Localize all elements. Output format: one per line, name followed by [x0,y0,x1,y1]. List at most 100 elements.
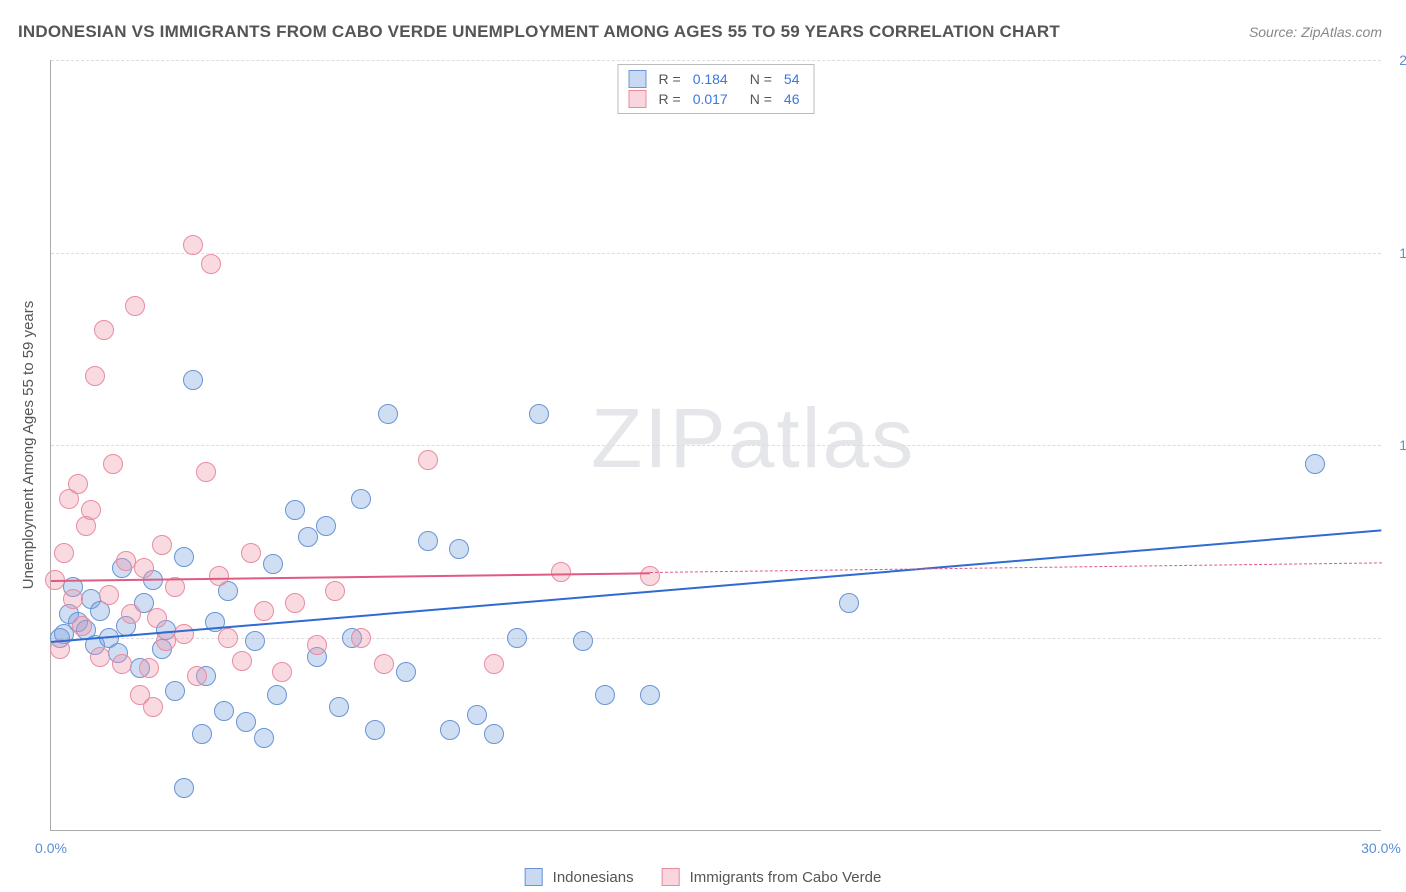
data-point [81,500,101,520]
y-tick-label: 15.0% [1399,245,1406,261]
data-point [174,547,194,567]
data-point [209,566,229,586]
legend-series-item: Indonesians [525,868,634,886]
data-point [183,370,203,390]
data-point [54,543,74,563]
legend-swatch [629,70,647,88]
data-point [418,531,438,551]
data-point [183,235,203,255]
legend-swatch [525,868,543,886]
data-point [147,608,167,628]
gridline-h [51,253,1381,254]
source-label: Source: ZipAtlas.com [1249,24,1382,40]
watermark-left: ZIP [591,391,728,485]
data-point [112,654,132,674]
data-point [152,535,172,555]
data-point [218,628,238,648]
data-point [214,701,234,721]
legend-swatch [629,90,647,108]
data-point [640,685,660,705]
data-point [467,705,487,725]
data-point [125,296,145,316]
x-tick-label: 0.0% [35,840,67,856]
data-point [139,658,159,678]
data-point [307,635,327,655]
data-point [94,320,114,340]
data-point [374,654,394,674]
x-tick-label: 30.0% [1361,840,1401,856]
data-point [449,539,469,559]
chart-container: INDONESIAN VS IMMIGRANTS FROM CABO VERDE… [0,0,1406,892]
legend-series-label: Immigrants from Cabo Verde [690,869,882,886]
r-value: 0.184 [693,71,728,87]
data-point [254,601,274,621]
data-point [484,654,504,674]
gridline-h [51,60,1381,61]
data-point [285,593,305,613]
data-point [272,662,292,682]
legend-series-item: Immigrants from Cabo Verde [662,868,882,886]
data-point [507,628,527,648]
data-point [839,593,859,613]
data-point [396,662,416,682]
data-point [365,720,385,740]
data-point [201,254,221,274]
data-point [174,624,194,644]
data-point [241,543,261,563]
legend-correlation-row: R = 0.184 N = 54 [629,69,804,89]
legend-swatch [662,868,680,886]
data-point [99,585,119,605]
data-point [254,728,274,748]
data-point [351,489,371,509]
data-point [640,566,660,586]
data-point [187,666,207,686]
data-point [595,685,615,705]
data-point [72,616,92,636]
n-value: 46 [784,91,800,107]
data-point [196,462,216,482]
data-point [134,558,154,578]
legend-series: Indonesians Immigrants from Cabo Verde [525,868,882,886]
y-tick-label: 20.0% [1399,52,1406,68]
data-point [245,631,265,651]
legend-correlation: R = 0.184 N = 54 R = 0.017 N = 46 [618,64,815,114]
data-point [551,562,571,582]
data-point [192,724,212,744]
data-point [103,454,123,474]
data-point [418,450,438,470]
data-point [165,681,185,701]
data-point [90,647,110,667]
data-point [378,404,398,424]
data-point [236,712,256,732]
plot-area: ZIPatlas R =0.184N =54R =0.017N =46 5.0%… [50,60,1381,831]
y-axis-title: Unemployment Among Ages 55 to 59 years [20,301,37,590]
data-point [298,527,318,547]
gridline-h [51,445,1381,446]
data-point [573,631,593,651]
n-value: 54 [784,71,800,87]
data-point [325,581,345,601]
data-point [121,604,141,624]
n-label: N = [750,91,772,107]
data-point [85,366,105,386]
r-value: 0.017 [693,91,728,107]
data-point [351,628,371,648]
data-point [174,778,194,798]
legend-correlation-row: R = 0.017 N = 46 [629,89,804,109]
data-point [68,474,88,494]
data-point [529,404,549,424]
y-tick-label: 10.0% [1399,437,1406,453]
n-label: N = [750,71,772,87]
data-point [232,651,252,671]
trend-line [649,562,1381,573]
data-point [263,554,283,574]
data-point [440,720,460,740]
watermark: ZIPatlas [591,390,915,487]
r-label: R = [659,71,681,87]
chart-title: INDONESIAN VS IMMIGRANTS FROM CABO VERDE… [18,22,1060,42]
data-point [285,500,305,520]
data-point [1305,454,1325,474]
legend-series-label: Indonesians [553,869,634,886]
r-label: R = [659,91,681,107]
data-point [143,697,163,717]
